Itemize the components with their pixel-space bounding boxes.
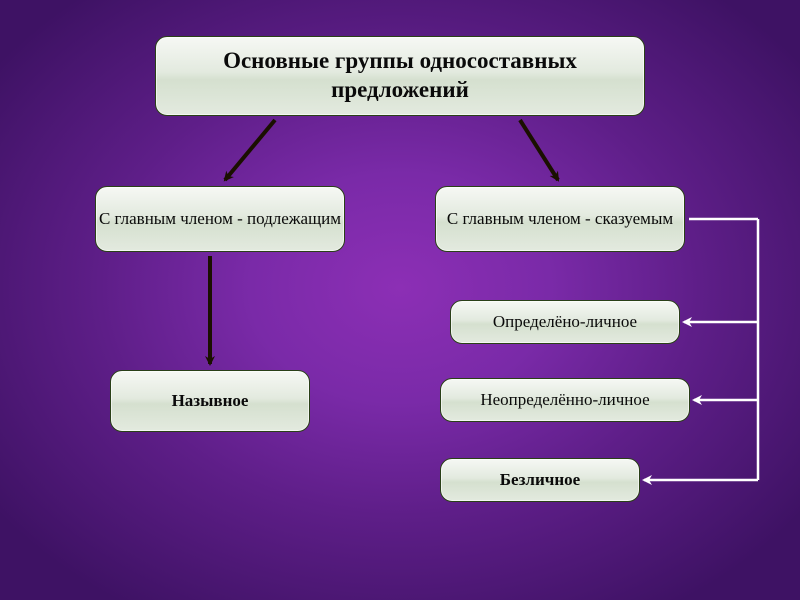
right-main-text: С главным членом - сказуемым	[447, 208, 673, 230]
title-node: Основные группы односоставных предложени…	[155, 36, 645, 116]
right-leaf-1-node: Определёно-личное	[450, 300, 680, 344]
left-leaf-text: Назывное	[172, 391, 249, 411]
title-text: Основные группы односоставных предложени…	[156, 47, 644, 105]
right-leaf-2-node: Неопределённо-личное	[440, 378, 690, 422]
right-main-node: С главным членом - сказуемым	[435, 186, 685, 252]
right-leaf-2-text: Неопределённо-личное	[480, 390, 649, 410]
left-leaf-node: Назывное	[110, 370, 310, 432]
left-main-text: С главным членом - подлежащим	[99, 208, 341, 230]
right-leaf-1-text: Определёно-личное	[493, 312, 637, 332]
left-main-node: С главным членом - подлежащим	[95, 186, 345, 252]
right-leaf-3-node: Безличное	[440, 458, 640, 502]
right-leaf-3-text: Безличное	[500, 470, 580, 490]
